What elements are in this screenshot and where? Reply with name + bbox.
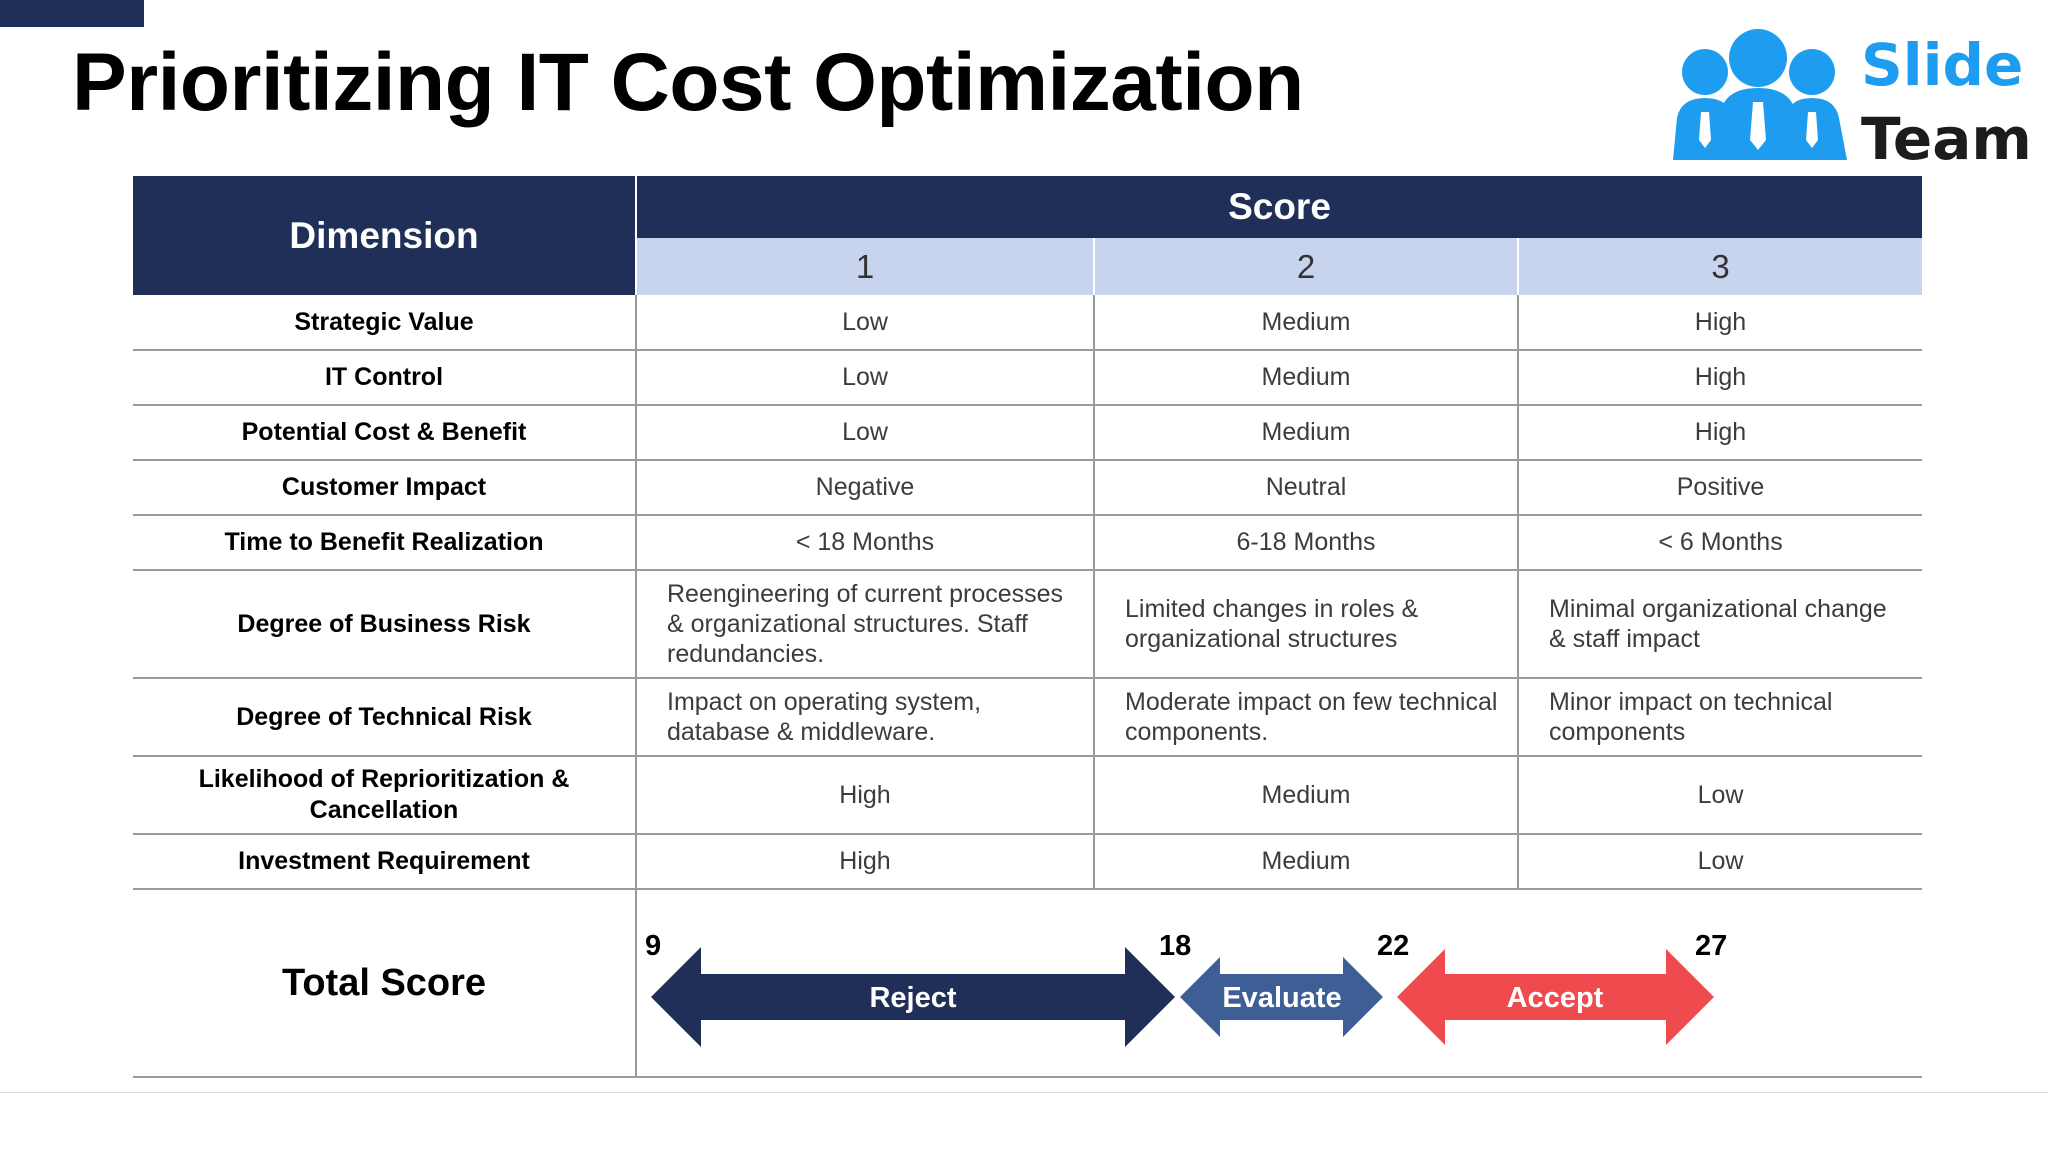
score-column-2: 2 bbox=[1093, 238, 1518, 295]
score-cell: < 6 Months bbox=[1518, 515, 1923, 571]
dimension-cell: Investment Requirement bbox=[133, 834, 637, 890]
accept-arrow bbox=[1397, 949, 1714, 1045]
score-column-1: 1 bbox=[635, 238, 1094, 295]
score-column-3: 3 bbox=[1516, 238, 1923, 295]
dimension-header: Dimension bbox=[133, 176, 637, 295]
score-cell: Neutral bbox=[1094, 460, 1519, 516]
score-cell: 6-18 Months bbox=[1094, 515, 1519, 571]
score-cell: Low bbox=[636, 295, 1095, 351]
score-cell: < 18 Months bbox=[636, 515, 1095, 571]
score-cell: Impact on operating system, database & m… bbox=[636, 678, 1095, 757]
score-cell: High bbox=[636, 756, 1095, 835]
tick-9: 9 bbox=[645, 930, 661, 962]
score-cell: Low bbox=[1518, 756, 1923, 835]
corner-accent-bar bbox=[0, 0, 144, 27]
table-row: Likelihood of Reprioritization & Cancell… bbox=[133, 756, 1923, 835]
score-cell: Medium bbox=[1094, 834, 1519, 890]
score-cell: High bbox=[636, 834, 1095, 890]
score-cell: Positive bbox=[1518, 460, 1923, 516]
score-cell: Reengineering of current processes & org… bbox=[636, 570, 1095, 679]
reject-label: Reject bbox=[869, 982, 956, 1014]
score-cell: High bbox=[1518, 405, 1923, 461]
table-row: Degree of Technical Risk Impact on opera… bbox=[133, 678, 1923, 757]
score-cell: Low bbox=[1518, 834, 1923, 890]
evaluate-arrow bbox=[1180, 957, 1383, 1037]
total-score-label: Total Score bbox=[133, 889, 637, 1078]
score-cell: Medium bbox=[1094, 405, 1519, 461]
total-score-row: Total Score 9 18 22 27 Reject Evaluate A… bbox=[133, 889, 1923, 1078]
tick-27: 27 bbox=[1695, 930, 1727, 962]
score-header: Score bbox=[636, 176, 1923, 238]
page-title: Prioritizing IT Cost Optimization bbox=[72, 37, 1304, 128]
table-row: Time to Benefit Realization < 18 Months … bbox=[133, 515, 1923, 571]
logo-word-team: Team bbox=[1861, 105, 2032, 173]
table-row: IT Control Low Medium High bbox=[133, 350, 1923, 406]
table-row: Strategic Value Low Medium High bbox=[133, 295, 1923, 351]
tick-18: 18 bbox=[1159, 930, 1191, 962]
score-cell: Low bbox=[636, 405, 1095, 461]
prioritization-table: Dimension Score 1 2 3 Strategic Value Lo… bbox=[133, 176, 1923, 1078]
score-range-arrows: 9 18 22 27 Reject Evaluate Accept bbox=[645, 930, 1727, 1047]
dimension-cell: Time to Benefit Realization bbox=[133, 515, 637, 571]
table-row: Customer Impact Negative Neutral Positiv… bbox=[133, 460, 1923, 516]
table-row: Degree of Business Risk Reengineering of… bbox=[133, 570, 1923, 679]
table-row: Potential Cost & Benefit Low Medium High bbox=[133, 405, 1923, 461]
score-cell: Minor impact on technical components bbox=[1518, 678, 1923, 757]
score-cell: Minimal organizational change & staff im… bbox=[1518, 570, 1923, 679]
tick-22: 22 bbox=[1377, 930, 1409, 962]
people-icon bbox=[1673, 29, 1847, 160]
dimension-cell: IT Control bbox=[133, 350, 637, 406]
table-row: Investment Requirement High Medium Low bbox=[133, 834, 1923, 890]
accept-label: Accept bbox=[1507, 982, 1604, 1014]
dimension-cell: Degree of Technical Risk bbox=[133, 678, 637, 757]
score-cell: Low bbox=[636, 350, 1095, 406]
reject-arrow bbox=[651, 947, 1175, 1047]
slideteam-logo: Slide Team bbox=[1665, 28, 2032, 168]
score-cell: Medium bbox=[1094, 756, 1519, 835]
evaluate-label: Evaluate bbox=[1222, 982, 1341, 1014]
score-cell: Medium bbox=[1094, 350, 1519, 406]
score-cell: Medium bbox=[1094, 295, 1519, 351]
score-cell: High bbox=[1518, 295, 1923, 351]
dimension-cell: Customer Impact bbox=[133, 460, 637, 516]
dimension-cell: Degree of Business Risk bbox=[133, 570, 637, 679]
footer-divider bbox=[0, 1092, 2048, 1093]
score-cell: Negative bbox=[636, 460, 1095, 516]
score-cell: Moderate impact on few technical compone… bbox=[1094, 678, 1519, 757]
dimension-cell: Strategic Value bbox=[133, 295, 637, 351]
score-cell: High bbox=[1518, 350, 1923, 406]
dimension-cell: Likelihood of Reprioritization & Cancell… bbox=[133, 756, 637, 835]
dimension-cell: Potential Cost & Benefit bbox=[133, 405, 637, 461]
score-cell: Limited changes in roles & organizationa… bbox=[1094, 570, 1519, 679]
total-score-scale: 9 18 22 27 Reject Evaluate Accept bbox=[636, 889, 1923, 1078]
logo-word-slide: Slide bbox=[1861, 31, 2024, 99]
